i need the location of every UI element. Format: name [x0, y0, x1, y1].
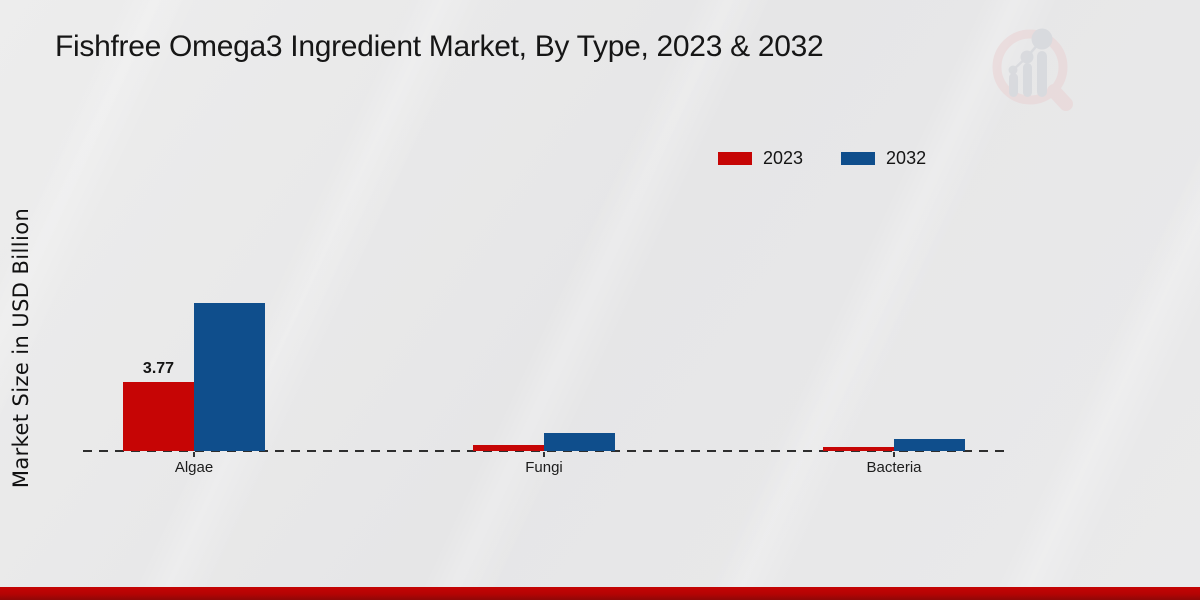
legend-item-2023: 2023	[718, 148, 803, 169]
bar-algae-2032	[194, 303, 265, 451]
x-axis-label-fungi: Fungi	[525, 459, 563, 476]
x-axis-tick-fungi	[543, 452, 545, 457]
bar-fungi-2032	[544, 433, 615, 451]
legend-swatch-2032	[841, 152, 876, 165]
logo-bar-tall	[1037, 51, 1047, 97]
magnifier-bar-chart-icon	[992, 28, 1073, 111]
magnifier-handle	[1047, 84, 1073, 111]
legend-label: 2023	[763, 148, 804, 168]
x-axis-label-bacteria: Bacteria	[866, 459, 922, 476]
bar-bacteria-2023	[823, 447, 894, 451]
footer-accent-bar	[0, 587, 1200, 600]
bar-fungi-2023	[473, 445, 544, 451]
x-axis-label-algae: Algae	[174, 459, 214, 476]
logo-bar-medium	[1023, 63, 1032, 97]
logo-dot-medium	[1020, 50, 1034, 64]
legend-item-2032: 2032	[841, 148, 926, 169]
legend-swatch-2023	[718, 152, 752, 165]
bar-value-label-algae-2023: 3.77	[142, 360, 175, 377]
bar-bacteria-2032	[894, 439, 965, 451]
x-axis-tick-algae	[193, 452, 195, 457]
logo-bar-short	[1009, 73, 1018, 97]
magnifier-ring	[992, 29, 1068, 105]
market-research-future-logo-watermark	[985, 22, 1090, 120]
legend: 2023 2032	[718, 148, 926, 169]
zero-baseline-dashed	[83, 450, 1007, 452]
x-axis-tick-bacteria	[893, 452, 895, 457]
logo-dot-small	[1008, 65, 1018, 75]
bar-algae-2023	[123, 382, 194, 451]
chart-title: Fishfree Omega3 Ingredient Market, By Ty…	[55, 30, 824, 63]
logo-dot-large	[1031, 28, 1053, 50]
legend-label: 2032	[886, 148, 927, 168]
